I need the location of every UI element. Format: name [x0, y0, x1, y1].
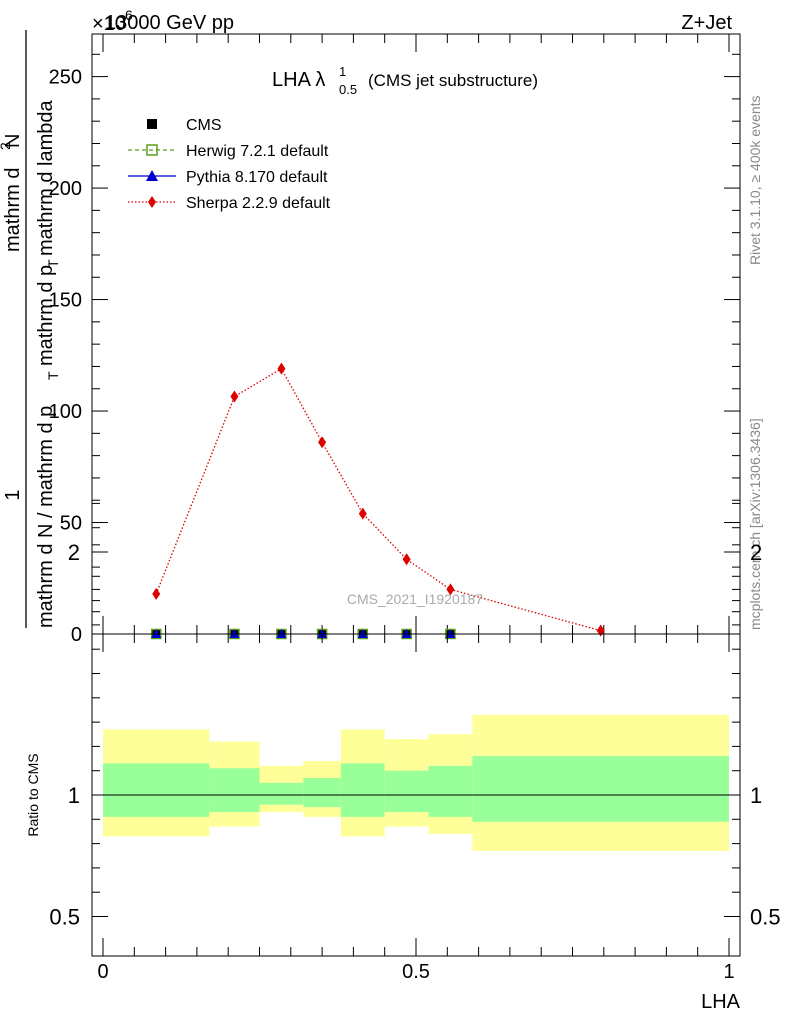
main-y-ticks: 0 50 100 150 200 250 — [49, 53, 740, 646]
plot-title-paren: (CMS jet substructure) — [368, 71, 538, 90]
ylabel-denominator-2-tail: mathrm d lambda — [35, 100, 57, 256]
y-tick-label: 100 — [49, 401, 82, 423]
ratio-band-inner — [259, 782, 304, 805]
ratio-bands — [103, 714, 729, 851]
ratio-y-ticks: 0.5 0.5 1 1 2 2 — [49, 502, 781, 930]
ylabel-denominator-2: mathrm d p — [35, 265, 57, 366]
ylabel-denominator-1: mathrm d N / mathrm d p — [35, 406, 57, 628]
sherpa-point — [446, 583, 455, 596]
mcplots-label: mcplots.cern.ch [arXiv:1306.3436] — [747, 418, 763, 630]
sherpa-point — [152, 587, 161, 600]
ratio-y-tick-label-left: 2 — [68, 540, 80, 565]
sherpa-point — [358, 507, 367, 520]
legend-marker-cms — [147, 119, 157, 129]
sherpa-point — [402, 553, 411, 566]
sherpa-series-line — [155, 367, 601, 632]
ylabel-denominator-2-sub: T — [45, 259, 61, 268]
sherpa-point — [230, 390, 239, 403]
legend-label-pythia: Pythia 8.170 default — [186, 169, 328, 186]
ratio-y-tick-label-right: 2 — [750, 540, 762, 565]
legend-label-herwig: Herwig 7.2.1 default — [186, 143, 329, 160]
main-y-axis-label: 1 mathrm d N / mathrm d p T mathrm d 2 N… — [0, 30, 61, 628]
legend: CMS Herwig 7.2.1 default Pythia 8.170 de… — [128, 117, 331, 212]
ratio-band-inner — [472, 756, 729, 822]
ratio-band-inner — [428, 765, 473, 817]
legend-label-sherpa: Sherpa 2.2.9 default — [186, 195, 331, 212]
ylabel-numerator-2-tail: N — [2, 134, 24, 148]
x-tick-label: 1 — [723, 961, 734, 983]
ratio-band-inner — [103, 763, 210, 817]
exponent-label: ×10 — [92, 13, 126, 35]
x-tick-label: 0.5 — [402, 961, 430, 983]
y-tick-label: 50 — [60, 513, 82, 535]
plot-title: LHA λ — [272, 69, 325, 91]
ratio-band-inner — [303, 777, 341, 808]
x-tick-label: 0 — [97, 961, 108, 983]
y-tick-label: 250 — [49, 67, 82, 89]
legend-label-cms: CMS — [186, 117, 222, 134]
ratio-y-tick-label-left: 0.5 — [49, 905, 80, 930]
legend-item-herwig: Herwig 7.2.1 default — [128, 143, 329, 160]
ylabel-denominator-1-sub: T — [45, 371, 61, 380]
rivet-label: Rivet 3.1.10, ≥ 400k events — [747, 95, 763, 265]
ratio-y-tick-label-left: 1 — [68, 783, 80, 808]
ratio-y-tick-label-right: 0.5 — [750, 905, 781, 930]
plot-title-sup: 1 — [339, 64, 346, 79]
ratio-panel: 0.5 0.51 12 2 0 0.5 1 — [49, 502, 781, 983]
ratio-band-inner — [340, 763, 385, 817]
legend-item-pythia: Pythia 8.170 default — [128, 169, 328, 186]
plot-title-sub: 0.5 — [339, 82, 357, 97]
x-axis-label: LHA — [701, 991, 741, 1013]
main-x-ticks — [102, 34, 730, 634]
ratio-band-inner — [209, 768, 260, 813]
ylabel-numerator-1: 1 — [2, 489, 24, 500]
header-left: 13000 GeV pp — [105, 12, 234, 34]
legend-item-cms: CMS — [147, 117, 222, 134]
header-right: Z+Jet — [681, 12, 732, 34]
exponent-sup: 6 — [125, 7, 133, 23]
ylabel-numerator-2-sup: 2 — [0, 142, 13, 150]
ylabel-numerator-2: mathrm d — [2, 168, 24, 252]
sherpa-point — [277, 362, 286, 375]
legend-marker-pythia — [146, 170, 158, 181]
sherpa-point — [318, 436, 327, 449]
ratio-x-ticks: 0 0.5 1 — [97, 634, 735, 983]
legend-marker-herwig — [146, 144, 158, 156]
y-tick-label: 0 — [71, 624, 82, 646]
legend-marker-sherpa — [148, 196, 156, 208]
y-tick-label: 150 — [49, 290, 82, 312]
legend-item-sherpa: Sherpa 2.2.9 default — [128, 195, 331, 212]
analysis-watermark: CMS_2021_I1920187 — [347, 591, 483, 607]
ratio-y-tick-label-right: 1 — [750, 783, 762, 808]
ratio-band-inner — [384, 770, 429, 813]
ratio-y-axis-label: Ratio to CMS — [25, 753, 41, 836]
y-tick-label: 200 — [49, 178, 82, 200]
